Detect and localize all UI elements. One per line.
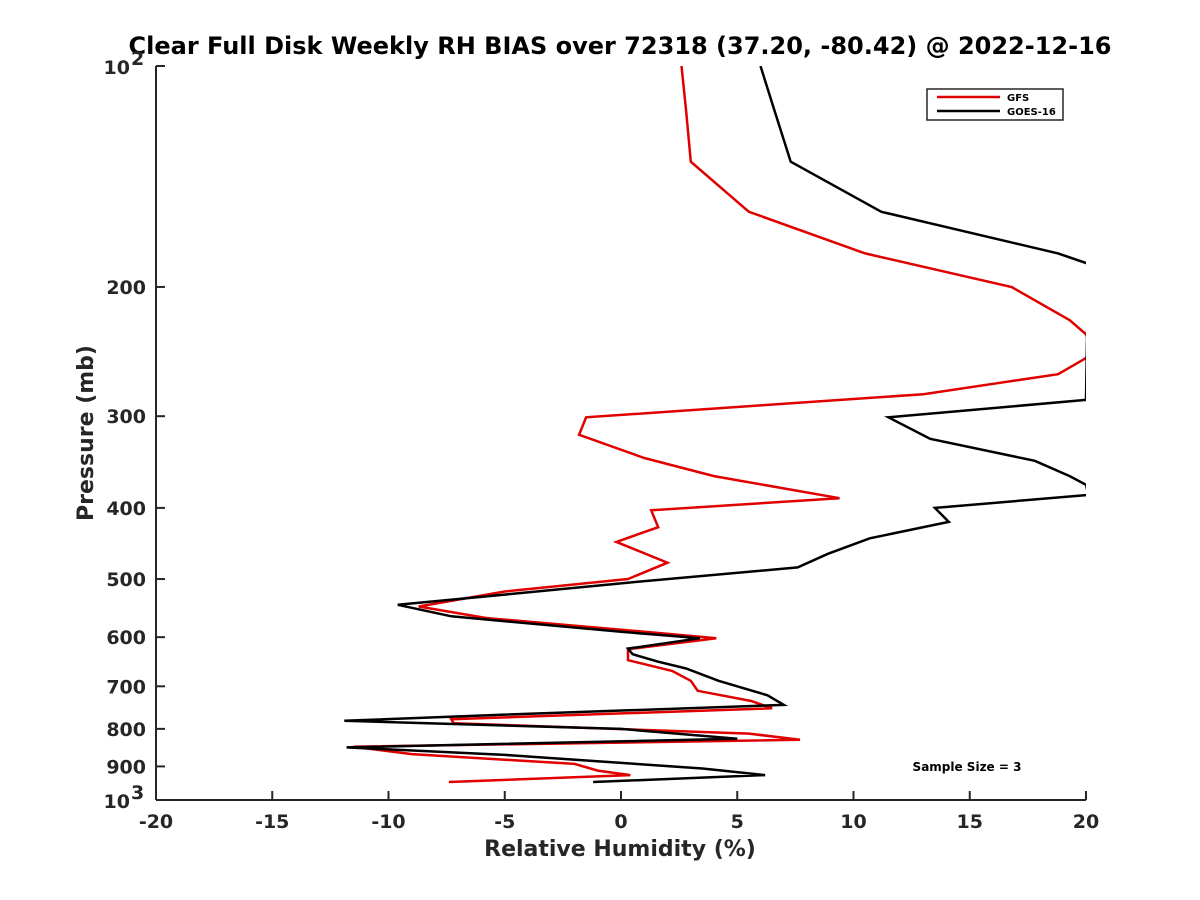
y-tick-label-bottom-exponent: 3 [131,782,144,804]
chart-title: Clear Full Disk Weekly RH BIAS over 7231… [129,32,1112,60]
y-axis-label: Pressure (mb) [74,345,99,521]
y-tick-label-top: 10 [104,57,130,79]
y-tick-label: 500 [106,569,146,591]
y-tick-label: 600 [106,627,146,649]
legend: GFS GOES-16 [926,88,1064,121]
ticks: -20 -15 -10 -5 0 5 10 15 20 200 300 400 500 600 700 800… [104,48,1100,833]
y-tick-label: 800 [106,719,146,741]
x-tick-label: 10 [840,811,866,833]
legend-label-goes16: GOES-16 [1007,107,1056,118]
y-tick-label: 200 [106,277,146,299]
sample-size-annotation: Sample Size = 3 [913,760,1022,774]
x-tick-label: -5 [494,811,515,833]
x-tick-label: -10 [371,811,405,833]
legend-label-gfs: GFS [1007,93,1029,104]
x-tick-label: 5 [731,811,744,833]
x-tick-label: 0 [614,811,627,833]
y-tick-label-top-exponent: 2 [131,48,144,70]
x-tick-label: -20 [139,811,173,833]
y-tick-label: 400 [106,498,146,520]
series-layer [344,66,1086,784]
x-tick-label: 20 [1073,811,1099,833]
x-axis-label: Relative Humidity (%) [484,837,756,862]
legend-box [926,88,1064,121]
series-line-goes16 [344,66,1086,784]
y-tick-label: 700 [106,676,146,698]
x-tick-label: 15 [957,811,983,833]
y-tick-label-bottom: 10 [104,791,130,813]
x-tick-label: -15 [255,811,289,833]
y-tick-label: 900 [106,756,146,778]
y-tick-label: 300 [106,406,146,428]
